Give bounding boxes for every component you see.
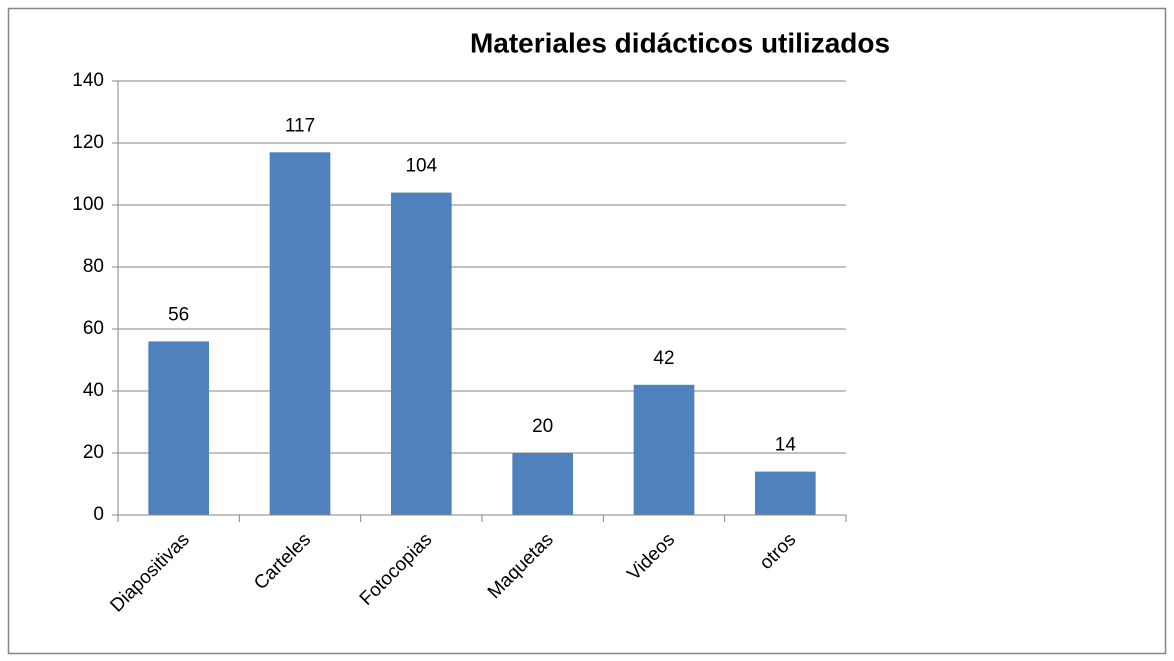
bar — [512, 453, 573, 515]
y-tick-label: 60 — [83, 318, 104, 339]
bar — [269, 152, 331, 516]
bar — [148, 341, 209, 515]
data-label: 20 — [532, 416, 553, 437]
y-tick-label: 140 — [72, 70, 104, 91]
y-tick-label: 0 — [93, 504, 104, 525]
chart-frame — [7, 7, 1167, 655]
bar — [391, 192, 452, 515]
y-tick-label: 40 — [83, 380, 104, 401]
data-label: 42 — [653, 348, 674, 369]
y-tick-label: 20 — [83, 442, 104, 463]
y-tick-label: 120 — [72, 132, 104, 153]
data-label: 117 — [285, 115, 315, 136]
y-tick-label: 100 — [72, 194, 104, 215]
chart-title: Materiales didácticos utilizados — [470, 27, 890, 58]
data-label: 14 — [775, 435, 797, 456]
y-tick-label: 80 — [83, 256, 104, 277]
data-label: 56 — [168, 304, 189, 325]
bar — [755, 471, 816, 515]
bar — [633, 384, 695, 515]
data-label: 104 — [405, 156, 437, 177]
